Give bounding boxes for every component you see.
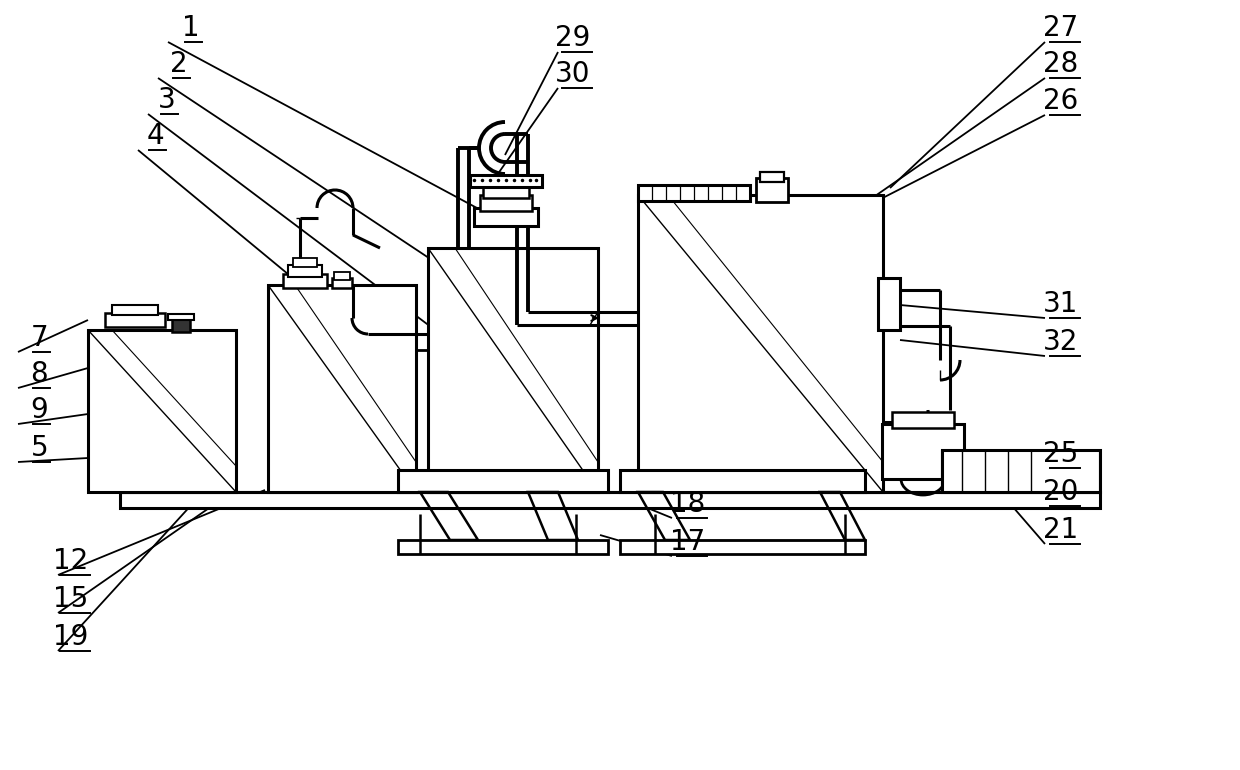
Text: 2: 2 [170,50,188,78]
Text: 18: 18 [670,490,706,518]
Text: 29: 29 [554,24,590,52]
Bar [474,208,538,226]
Text: 5: 5 [30,434,48,462]
Text: 20: 20 [1043,478,1078,506]
Text: 9: 9 [30,396,48,424]
Bar [470,175,542,187]
Text: 15: 15 [53,585,88,613]
Bar [620,470,866,492]
Bar [760,172,784,182]
Bar [120,492,1100,508]
Text: 30: 30 [554,60,590,88]
Bar [756,178,787,202]
Bar [398,470,608,492]
Text: 3: 3 [159,86,176,114]
Text: 17: 17 [670,528,706,556]
Bar [398,540,608,554]
Bar [112,305,157,315]
Text: 32: 32 [1043,328,1078,356]
Text: 19: 19 [52,623,88,651]
Bar [639,185,750,201]
Bar [882,424,963,479]
Text: 31: 31 [1043,290,1078,318]
Text: 21: 21 [1043,516,1078,544]
Bar [105,313,165,327]
Bar [167,314,193,320]
Bar [620,540,866,554]
Text: 28: 28 [1043,50,1078,78]
Bar [892,412,954,428]
Bar [484,185,529,198]
Bar [878,278,900,330]
Bar [334,272,350,280]
Bar [428,248,598,492]
Text: 27: 27 [1043,14,1078,42]
Bar [480,195,532,211]
Bar [332,278,352,288]
Text: 7: 7 [30,324,48,352]
Bar [283,274,327,288]
Bar [288,265,322,277]
Text: 26: 26 [1043,87,1078,115]
Bar [88,330,236,492]
Bar [942,450,1100,492]
Text: 12: 12 [53,547,88,575]
Bar [268,285,415,492]
Text: 4: 4 [146,122,164,150]
Bar [172,318,190,332]
Text: 8: 8 [30,360,48,388]
Bar [639,195,883,492]
Text: 1: 1 [182,14,200,42]
Bar [293,258,317,267]
Text: 25: 25 [1043,440,1078,468]
